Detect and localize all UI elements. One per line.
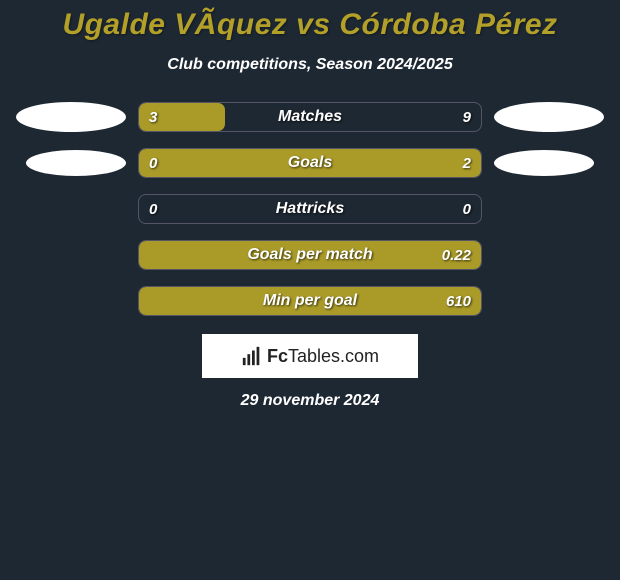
page-title: Ugalde VÃ­quez vs Córdoba Pérez (0, 8, 620, 42)
stat-label: Min per goal (139, 287, 481, 315)
stat-value-right: 2 (463, 149, 471, 177)
stat-value-right: 0.22 (442, 241, 471, 269)
comparison-container: Ugalde VÃ­quez vs Córdoba Pérez Club com… (0, 0, 620, 410)
stat-label: Matches (139, 103, 481, 131)
bar-chart-icon (241, 345, 263, 367)
stat-bar: Goals per match0.22 (138, 240, 482, 270)
stat-row: 0Goals2 (0, 148, 620, 178)
stat-value-right: 9 (463, 103, 471, 131)
stat-label: Goals per match (139, 241, 481, 269)
logo-bold: Fc (267, 346, 288, 366)
logo-box[interactable]: FcTables.com (202, 334, 418, 378)
stat-label: Hattricks (139, 195, 481, 223)
team-marker-right (494, 150, 594, 176)
team-marker-left (26, 150, 126, 176)
stat-bar: 3Matches9 (138, 102, 482, 132)
stats-list: 3Matches90Goals20Hattricks0Goals per mat… (0, 102, 620, 316)
stat-row: Goals per match0.22 (0, 240, 620, 270)
team-marker-right (494, 102, 604, 132)
stat-row: 3Matches9 (0, 102, 620, 132)
logo-text: FcTables.com (267, 346, 379, 367)
page-subtitle: Club competitions, Season 2024/2025 (0, 56, 620, 74)
report-date: 29 november 2024 (0, 392, 620, 410)
stat-label: Goals (139, 149, 481, 177)
stat-row: Min per goal610 (0, 286, 620, 316)
stat-bar: 0Goals2 (138, 148, 482, 178)
logo-light: Tables.com (288, 346, 379, 366)
stat-bar: 0Hattricks0 (138, 194, 482, 224)
stat-value-right: 0 (463, 195, 471, 223)
stat-bar: Min per goal610 (138, 286, 482, 316)
stat-row: 0Hattricks0 (0, 194, 620, 224)
team-marker-left (16, 102, 126, 132)
stat-value-right: 610 (446, 287, 471, 315)
